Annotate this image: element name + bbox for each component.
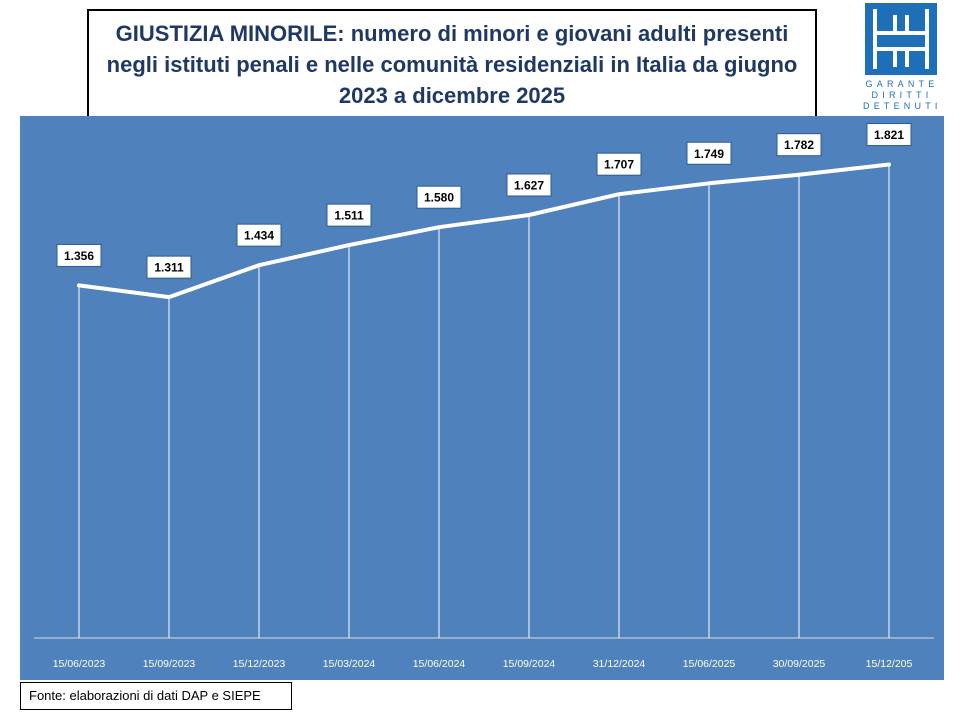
data-label-box [236,223,282,247]
data-label: 1.511 [334,209,364,223]
logo-emblem [865,3,937,75]
data-label-box [146,255,192,279]
x-tick-label: 31/12/2024 [593,658,646,670]
data-label-box [326,203,372,227]
line-chart: 1.356 1.311 1.434 1.511 1.580 1.627 1.707 1.749… [34,123,934,670]
logo-text-line2: DIRITTI [871,90,933,100]
chart-title: GIUSTIZIA MINORILE: numero di minori e g… [106,20,798,108]
data-label: 1.782 [784,138,814,152]
x-tick-label: 15/06/2023 [53,658,106,670]
x-tick-label: 15/09/2024 [503,658,556,670]
x-tick-label: 15/03/2024 [323,658,376,670]
data-label-box [56,243,102,267]
x-tick-label: 15/12/2023 [233,658,286,670]
data-label: 1.434 [244,229,274,243]
source-note: Fonte: elaborazioni di dati DAP e SIEPE [20,682,292,710]
data-label-box [686,141,732,165]
x-tick-label: 15/09/2023 [143,658,196,670]
data-label: 1.821 [874,128,904,142]
series-line [77,162,891,300]
garante-logo: GARANTE DIRITTI DETENUTI [863,3,941,115]
x-tick-label: 15/06/2025 [683,658,736,670]
data-label: 1.627 [514,178,544,192]
logo-text-line3: DETENUTI [863,101,942,111]
chart-area: 1.356 1.311 1.434 1.511 1.580 1.627 1.707 1.749… [20,116,944,680]
data-label-box [416,185,462,209]
data-label: 1.707 [604,158,634,172]
data-label-box [506,173,552,197]
x-tick-label: 30/09/2025 [773,658,826,670]
logo-text-line1: GARANTE [865,79,939,89]
data-label-box [866,123,912,147]
x-tick-label: 15/06/2024 [413,658,466,670]
data-label: 1.356 [64,249,94,263]
data-label: 1.311 [154,261,184,275]
data-label: 1.580 [424,191,454,205]
x-tick-label: 15/12/205 [866,658,913,670]
data-label-box [596,152,642,176]
data-label: 1.749 [694,147,724,161]
title-box: GIUSTIZIA MINORILE: numero di minori e g… [87,9,817,119]
data-label-box [776,133,822,157]
